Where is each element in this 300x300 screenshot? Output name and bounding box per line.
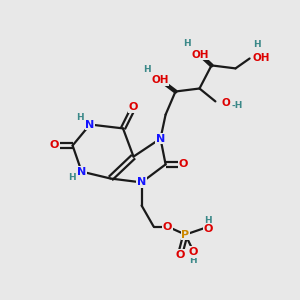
Text: OH: OH xyxy=(191,50,209,60)
Text: N: N xyxy=(137,177,146,188)
Text: N: N xyxy=(77,167,86,177)
Text: O: O xyxy=(203,224,213,234)
Text: H: H xyxy=(76,113,84,122)
Text: O: O xyxy=(178,159,188,170)
Text: -H: -H xyxy=(231,101,243,110)
Text: H: H xyxy=(189,256,197,265)
Text: O: O xyxy=(221,98,230,108)
Text: O: O xyxy=(50,140,59,151)
Text: O: O xyxy=(163,221,172,232)
Text: H: H xyxy=(253,40,260,49)
Text: H: H xyxy=(68,173,76,182)
Text: OH: OH xyxy=(253,53,270,63)
Text: N: N xyxy=(156,134,165,144)
Text: H: H xyxy=(204,216,212,225)
Text: H: H xyxy=(143,64,151,74)
Text: OH: OH xyxy=(151,75,169,85)
Text: O: O xyxy=(175,250,185,260)
Text: N: N xyxy=(85,119,94,130)
Text: P: P xyxy=(181,230,190,240)
Text: O: O xyxy=(129,102,138,112)
Text: H: H xyxy=(183,39,191,48)
Text: O: O xyxy=(188,247,198,257)
